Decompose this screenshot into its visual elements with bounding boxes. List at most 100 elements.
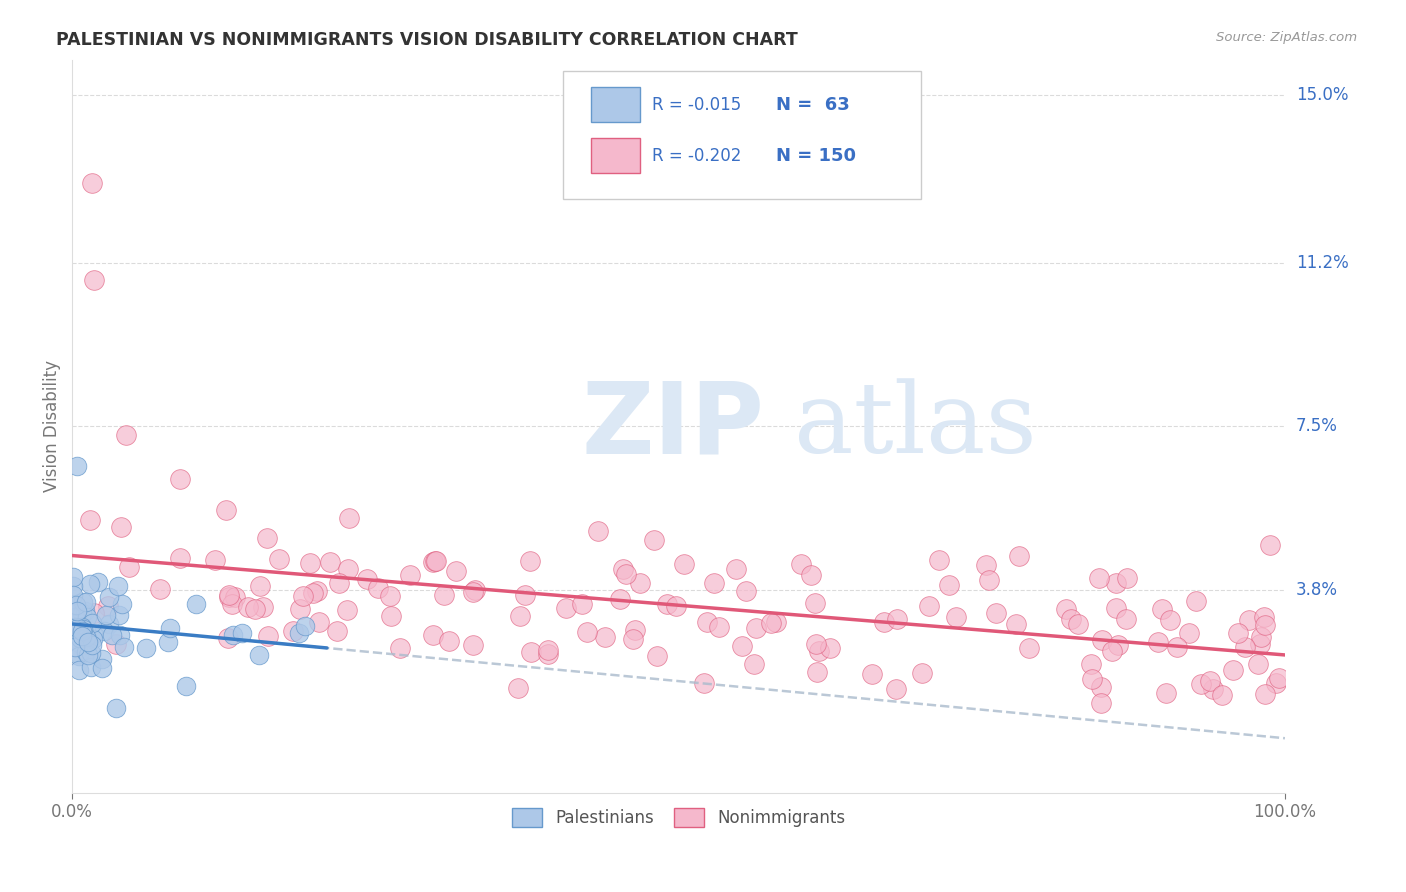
Point	[432, 588, 454, 602]
Point	[1090, 696, 1112, 710]
Point	[66, 622, 89, 636]
Point	[308, 615, 330, 629]
Point	[66, 603, 89, 617]
Point	[1254, 617, 1277, 632]
Point	[1107, 638, 1129, 652]
Point	[742, 657, 765, 672]
Point	[252, 600, 274, 615]
Point	[938, 578, 960, 592]
Point	[328, 576, 350, 591]
Point	[169, 551, 191, 566]
Point	[1081, 673, 1104, 687]
Point	[63, 640, 86, 654]
Point	[75, 604, 97, 618]
Point	[204, 552, 226, 566]
Point	[174, 679, 197, 693]
Point	[1247, 657, 1270, 671]
Point	[63, 610, 86, 624]
Point	[1253, 610, 1275, 624]
Point	[609, 592, 631, 607]
Point	[62, 579, 84, 593]
Point	[70, 606, 93, 620]
Point	[1254, 687, 1277, 701]
Point	[249, 579, 271, 593]
Point	[83, 606, 105, 620]
Point	[169, 472, 191, 486]
Point	[72, 594, 94, 608]
Point	[628, 576, 651, 591]
Point	[425, 554, 447, 568]
Point	[65, 458, 87, 473]
Point	[336, 603, 359, 617]
Point	[224, 590, 246, 604]
Point	[1088, 571, 1111, 585]
Point	[257, 629, 280, 643]
Point	[76, 609, 98, 624]
Point	[623, 623, 645, 637]
Point	[75, 595, 97, 609]
Point	[1184, 594, 1206, 608]
Point	[672, 558, 695, 572]
Point	[326, 624, 349, 639]
Point	[576, 625, 599, 640]
Point	[236, 600, 259, 615]
Point	[519, 554, 541, 568]
Point	[283, 624, 305, 639]
Point	[1090, 680, 1112, 694]
Point	[513, 587, 536, 601]
Point	[657, 597, 679, 611]
Point	[245, 602, 267, 616]
Point	[399, 568, 422, 582]
Point	[984, 606, 1007, 620]
Point	[977, 573, 1000, 587]
Point	[422, 555, 444, 569]
Point	[72, 629, 94, 643]
Point	[1249, 637, 1271, 651]
Point	[93, 624, 115, 638]
Point	[104, 638, 127, 652]
Point	[104, 701, 127, 715]
Point	[862, 666, 884, 681]
Point	[730, 639, 752, 653]
Text: Source: ZipAtlas.com: Source: ZipAtlas.com	[1216, 31, 1357, 45]
Point	[319, 555, 342, 569]
Point	[945, 610, 967, 624]
Point	[62, 588, 84, 602]
Point	[108, 628, 131, 642]
Text: 15.0%: 15.0%	[1296, 86, 1348, 104]
Point	[305, 583, 328, 598]
Point	[806, 665, 828, 680]
Point	[156, 635, 179, 649]
Point	[69, 635, 91, 649]
Point	[537, 643, 560, 657]
Point	[884, 682, 907, 697]
Point	[63, 620, 86, 634]
Point	[463, 585, 485, 599]
Point	[1159, 613, 1181, 627]
Point	[256, 531, 278, 545]
Point	[765, 615, 787, 629]
Text: N =  63: N = 63	[776, 96, 849, 114]
Point	[1154, 685, 1177, 699]
Point	[69, 649, 91, 664]
Point	[90, 660, 112, 674]
Point	[294, 619, 316, 633]
Point	[1226, 626, 1249, 640]
Bar	[592, 87, 640, 122]
Point	[73, 626, 96, 640]
Point	[299, 556, 322, 570]
Point	[65, 598, 87, 612]
Point	[367, 581, 389, 595]
Point	[83, 273, 105, 287]
Point	[1115, 612, 1137, 626]
Point	[1091, 632, 1114, 647]
Point	[82, 627, 104, 641]
Point	[118, 560, 141, 574]
Point	[1258, 538, 1281, 552]
Text: 7.5%: 7.5%	[1296, 417, 1339, 435]
Point	[692, 676, 714, 690]
Point	[1265, 676, 1288, 690]
Point	[1018, 641, 1040, 656]
Text: N = 150: N = 150	[776, 147, 856, 165]
Text: R = -0.015: R = -0.015	[652, 96, 741, 114]
